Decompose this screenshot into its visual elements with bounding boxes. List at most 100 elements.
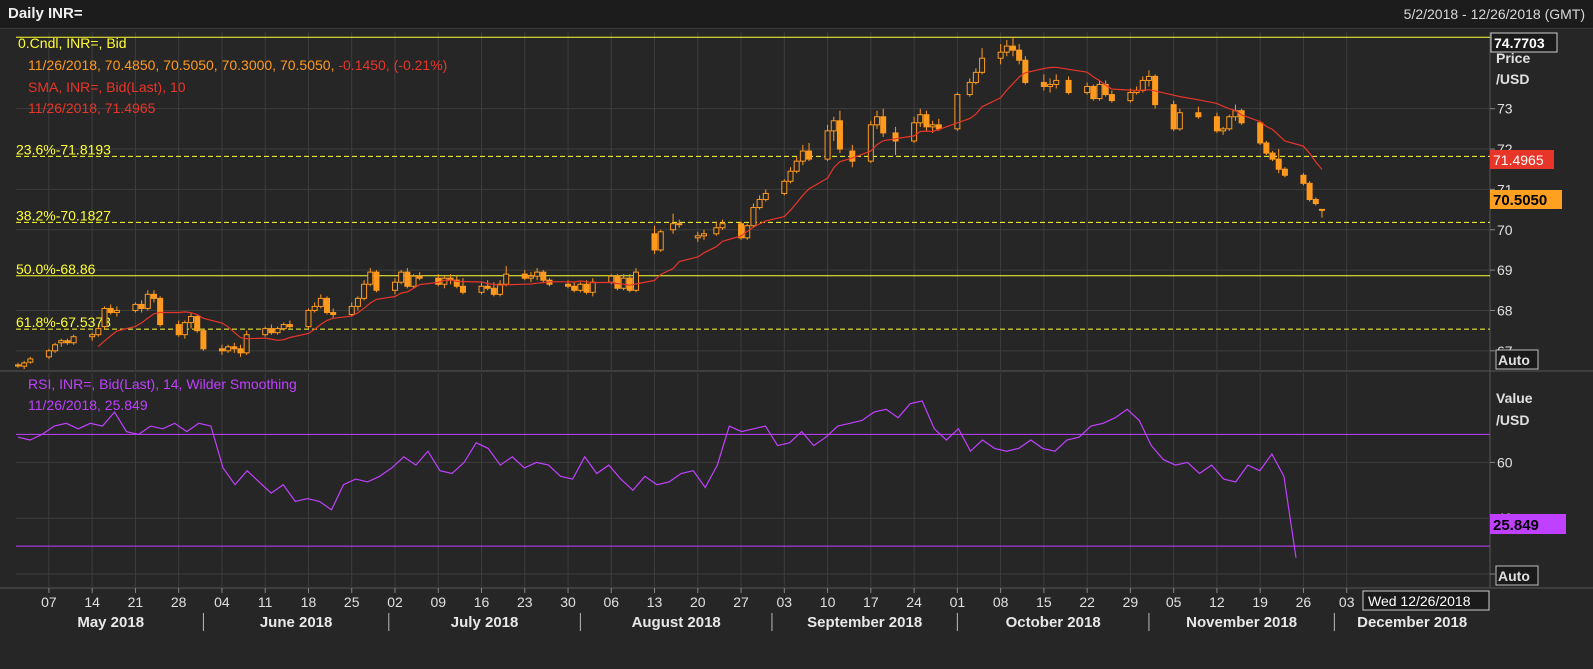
candle-body — [367, 271, 374, 285]
price-auto-button[interactable] — [1495, 349, 1539, 370]
candle-body — [150, 293, 157, 299]
candle-body — [626, 277, 633, 291]
candle-body — [280, 324, 287, 330]
x-axis-ticks: 07 14 21 28 04 11 18 25 02 09 16 23 30 06 13 20 27 03 10 17… — [41, 588, 1467, 631]
x-tick-label: 12 — [1209, 594, 1225, 610]
x-tick-label: 02 — [387, 594, 403, 610]
candle-body — [218, 348, 225, 352]
month-label: May 2018 — [77, 614, 144, 631]
x-tick-label: 18 — [301, 594, 317, 610]
x-tick-label: 25 — [344, 594, 360, 610]
month-label: September 2018 — [807, 614, 922, 631]
candle-body — [1139, 79, 1146, 92]
candle-body — [1108, 94, 1115, 102]
candle-body — [577, 283, 584, 291]
candle-body — [836, 120, 843, 150]
candle-body — [231, 346, 238, 350]
candle-body — [490, 287, 497, 295]
candle-values: 11/26/2018, 70.4850, 70.5050, 70.3000, 7… — [28, 57, 338, 73]
candle-body — [132, 303, 139, 311]
candle-body — [700, 233, 707, 237]
candle-body — [58, 340, 65, 344]
candle-body — [200, 330, 207, 350]
x-tick-label: 24 — [906, 594, 922, 610]
price-axis-title: Price — [1496, 50, 1530, 66]
candle-body — [1022, 59, 1029, 83]
candle-body — [713, 227, 720, 235]
candle-body — [1009, 45, 1016, 51]
candle-body — [608, 275, 615, 283]
candle-body — [453, 279, 460, 287]
candle-body — [1263, 142, 1270, 154]
candle-body — [670, 223, 677, 231]
candle-body — [1238, 110, 1245, 124]
candle-body — [478, 285, 485, 293]
candle-body — [756, 198, 763, 209]
candle-body — [719, 223, 726, 229]
candle-body — [101, 307, 108, 328]
candle-body — [651, 233, 658, 251]
x-tick-label: 06 — [603, 594, 619, 610]
candle-body — [15, 364, 21, 367]
candle-values-legend: 11/26/2018, 70.4850, 70.5050, 70.3000, 7… — [28, 57, 447, 73]
price-axis-unit: /USD — [1496, 71, 1529, 87]
last-value-label: 70.5050 — [1493, 192, 1547, 209]
candle-body — [484, 285, 491, 289]
date-range[interactable]: 5/2/2018 - 12/26/2018 (GMT) — [1403, 6, 1585, 22]
rsi-axis-title: Value — [1496, 390, 1533, 406]
x-tick-label: 21 — [128, 594, 144, 610]
top-value-label: 74.7703 — [1494, 35, 1545, 51]
candle-body — [892, 132, 899, 142]
sma-value-box — [1490, 150, 1554, 169]
candle-body — [268, 328, 275, 334]
x-tick-label: 03 — [777, 594, 793, 610]
candle-body — [144, 293, 151, 309]
x-tick-label: 14 — [84, 594, 100, 610]
price-y-tick-label: 68 — [1497, 302, 1513, 318]
candle-body — [565, 283, 572, 287]
rsi-auto-label: Auto — [1498, 568, 1530, 584]
x-tick-label: 09 — [430, 594, 446, 610]
candle-body — [762, 192, 769, 200]
candle-body — [404, 271, 411, 287]
candle-body — [1269, 152, 1276, 160]
candle-change: -0.1450, (-0.21%) — [338, 57, 447, 73]
candle-body — [781, 180, 788, 194]
candle-body — [503, 273, 510, 285]
candle-body — [305, 309, 312, 328]
x-tick-label: 08 — [993, 594, 1009, 610]
x-tick-label: 11 — [258, 594, 273, 610]
candle-body — [793, 160, 800, 172]
candle-body — [95, 328, 102, 336]
candle-body — [330, 311, 337, 316]
candle-body — [972, 71, 979, 83]
x-tick-label: 03 — [1339, 594, 1355, 610]
candle-body — [1226, 116, 1233, 130]
candlestick-series — [15, 37, 1325, 369]
candle-body — [787, 170, 794, 182]
candle-body — [45, 350, 52, 358]
cursor-date-label: Wed 12/26/2018 — [1368, 593, 1471, 609]
x-tick-label: 29 — [1123, 594, 1139, 610]
candle-body — [954, 94, 961, 130]
candle-body — [361, 283, 368, 299]
candle-body — [1084, 85, 1091, 94]
rsi-auto-button[interactable] — [1495, 565, 1539, 586]
candle-body — [1220, 128, 1227, 132]
candle-body — [824, 130, 831, 160]
candle-body — [391, 281, 398, 291]
candle-body — [1016, 49, 1023, 61]
rsi-threshold-lines — [16, 433, 1490, 547]
candle-body — [527, 275, 534, 279]
candle-body — [1318, 208, 1325, 211]
chart-title: Daily INR= — [8, 5, 83, 22]
x-tick-label: 30 — [560, 594, 576, 610]
candle-body — [181, 322, 188, 336]
candle-body — [274, 328, 281, 334]
candle-body — [583, 283, 590, 293]
candle-legend: 0.Cndl, INR=, Bid — [18, 35, 127, 51]
candle-body — [373, 271, 380, 291]
candle-body — [70, 336, 77, 344]
